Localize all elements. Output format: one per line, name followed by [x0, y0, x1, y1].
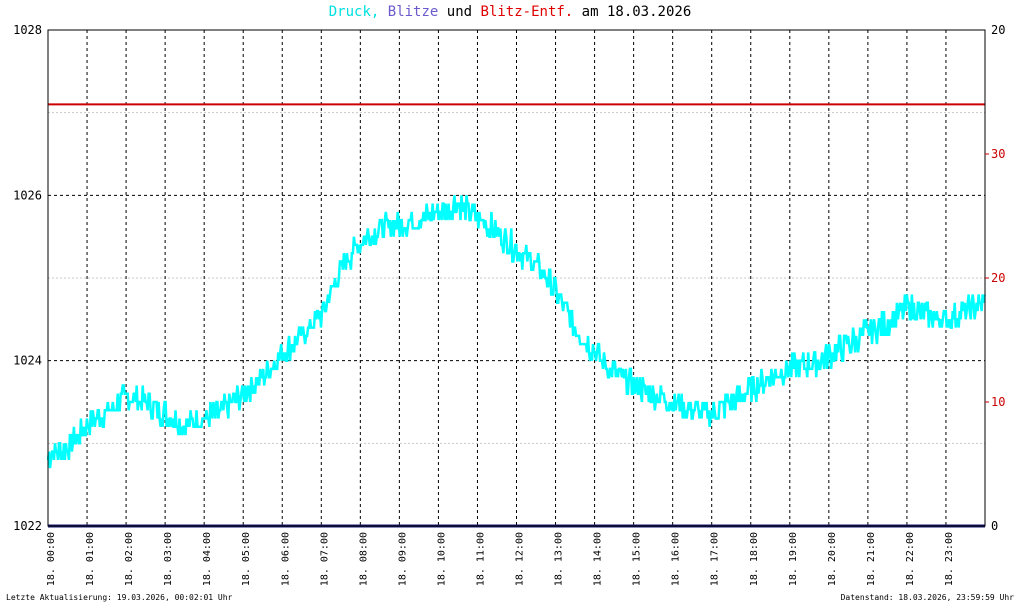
x-tick-label: 18. 06:00 [280, 532, 291, 586]
x-tick-label: 18. 14:00 [593, 532, 604, 586]
x-tick-label: 18. 08:00 [358, 532, 369, 586]
x-tick-label: 18. 05:00 [241, 532, 252, 586]
y-right-tick-label: 20 [991, 23, 1005, 37]
x-tick-label: 18. 19:00 [788, 532, 799, 586]
x-tick-label: 18. 09:00 [397, 532, 408, 586]
x-tick-label: 18. 23:00 [944, 532, 955, 586]
x-tick-label: 18. 07:00 [319, 532, 330, 586]
y-left-tick-label: 1022 [13, 519, 42, 533]
x-tick-label: 18. 16:00 [671, 532, 682, 586]
x-tick-label: 18. 01:00 [85, 532, 96, 586]
chart-title: Druck, Blitze und Blitz-Entf. am 18.03.2… [0, 4, 1020, 20]
x-tick-label: 18. 11:00 [475, 532, 486, 586]
x-tick-label: 18. 02:00 [124, 532, 135, 586]
x-tick-label: 18. 12:00 [515, 532, 526, 586]
x-tick-label: 18. 18:00 [749, 532, 760, 586]
x-tick-label: 18. 21:00 [866, 532, 877, 586]
major-grid [48, 30, 985, 526]
druck-line [46, 195, 986, 469]
title-und: und [446, 4, 473, 20]
y-left-tick-label: 1028 [13, 23, 42, 37]
x-tick-label: 18. 20:00 [827, 532, 838, 586]
footer-data-status: Datenstand: 18.03.2026, 23:59:59 Uhr [840, 593, 1014, 602]
x-tick-label: 18. 04:00 [202, 532, 213, 586]
y-left-tick-label: 1024 [13, 354, 42, 368]
y-right-red-tick-label: 30 [991, 147, 1005, 161]
footer-last-update: Letzte Aktualisierung: 19.03.2026, 00:02… [6, 593, 233, 602]
x-tick-label: 18. 22:00 [905, 532, 916, 586]
title-blitze: Blitze [387, 4, 439, 20]
tick-layer: 1022 1024 1026 1028 18. 00:00 18. 01:00 18. 02… [13, 23, 1005, 586]
x-tick-label: 18. 10:00 [436, 532, 447, 586]
title-date: am 18.03.2026 [581, 4, 692, 20]
y-right-red-tick-label: 10 [991, 395, 1005, 409]
x-tick-label: 18. 13:00 [554, 532, 565, 586]
x-tick-label: 18. 15:00 [632, 532, 643, 586]
y-right-red-tick-label: 20 [991, 271, 1005, 285]
y-right-tick-label: 0 [991, 519, 998, 533]
x-tick-label: 18. 00:00 [46, 532, 57, 586]
x-tick-label: 18. 17:00 [710, 532, 721, 586]
title-entf: Blitz-Entf. [480, 4, 574, 20]
x-tick-label: 18. 03:00 [163, 532, 174, 586]
title-druck: Druck, [328, 4, 380, 20]
y-left-tick-label: 1026 [13, 188, 42, 202]
